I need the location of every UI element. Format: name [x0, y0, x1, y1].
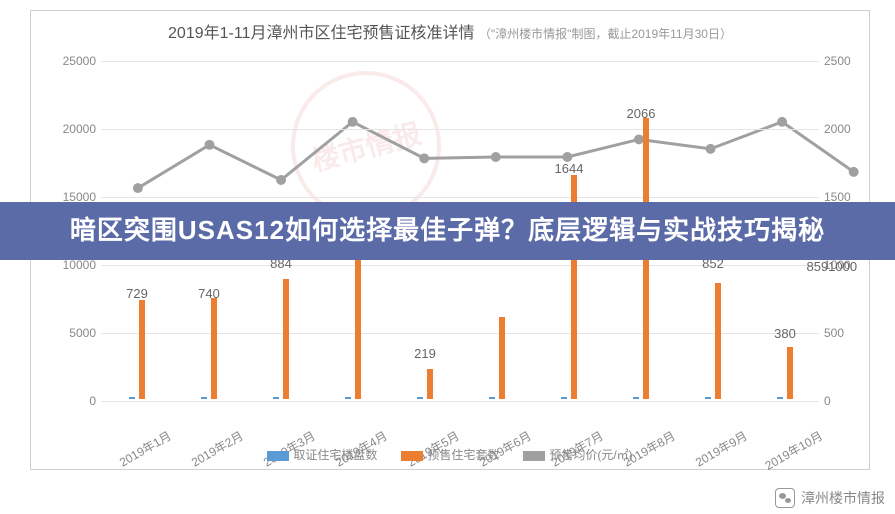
y-axis-right-label: 2500 — [824, 54, 864, 68]
legend: 取证住宅楼盘数 预售住宅套数 预售均价(元/㎡) — [31, 446, 869, 463]
bar-units — [499, 317, 505, 399]
y-axis-right-label: 0 — [824, 394, 864, 408]
y-axis-left-label: 10000 — [46, 258, 96, 272]
legend-item: 预售均价(元/㎡) — [523, 446, 632, 463]
gridline — [101, 61, 819, 62]
bar-units — [787, 347, 793, 399]
wechat-label: 漳州楼市情报 — [801, 488, 885, 508]
wechat-icon — [775, 488, 795, 508]
bar-buildings — [345, 397, 351, 399]
y-axis-left-label: 0 — [46, 394, 96, 408]
y-axis-right-label: 2000 — [824, 122, 864, 136]
legend-item: 预售住宅套数 — [401, 446, 499, 463]
bar-units — [211, 298, 217, 399]
gridline — [101, 129, 819, 130]
data-label: 380 — [774, 326, 796, 341]
chart-title: 2019年1-11月漳州市区住宅预售证核准详情 （"漳州楼市情报"制图，截止20… — [31, 11, 869, 45]
bar-buildings — [777, 397, 783, 399]
data-label: 740 — [198, 286, 220, 301]
bar-buildings — [705, 397, 711, 399]
overlay-banner: 暗区突围USAS12如何选择最佳子弹？底层逻辑与实战技巧揭秘 — [0, 202, 895, 260]
wechat-source: 漳州楼市情报 — [775, 488, 885, 508]
bar-buildings — [633, 397, 639, 399]
y-axis-left-label: 20000 — [46, 122, 96, 136]
data-label: 219 — [414, 346, 436, 361]
bar-buildings — [201, 397, 207, 399]
title-sub: （"漳州楼市情报"制图，截止2019年11月30日） — [479, 27, 732, 41]
bar-units — [283, 279, 289, 399]
legend-swatch — [267, 451, 289, 461]
legend-label: 预售住宅套数 — [427, 448, 499, 462]
bar-buildings — [129, 397, 135, 399]
bar-units — [139, 300, 145, 399]
overlay-text: 暗区突围USAS12如何选择最佳子弹？底层逻辑与实战技巧揭秘 — [70, 215, 825, 245]
bar-units — [715, 283, 721, 399]
y-axis-left-label: 25000 — [46, 54, 96, 68]
legend-item: 取证住宅楼盘数 — [267, 446, 377, 463]
legend-label: 预售均价(元/㎡) — [549, 448, 632, 462]
bar-buildings — [273, 397, 279, 399]
legend-swatch — [401, 451, 423, 461]
legend-label: 取证住宅楼盘数 — [293, 448, 377, 462]
bar-buildings — [489, 397, 495, 399]
data-label: 1644 — [555, 161, 584, 176]
gridline — [101, 197, 819, 198]
data-label: 729 — [126, 286, 148, 301]
gridline — [101, 333, 819, 334]
legend-swatch — [523, 451, 545, 461]
bar-buildings — [561, 397, 567, 399]
gridline — [101, 401, 819, 402]
data-label: 2066 — [627, 106, 656, 121]
bar-buildings — [417, 397, 423, 399]
bar-units — [427, 369, 433, 399]
data-label: 8591000 — [806, 259, 857, 274]
title-main: 2019年1-11月漳州市区住宅预售证核准详情 — [168, 25, 474, 42]
y-axis-right-label: 500 — [824, 326, 864, 340]
y-axis-left-label: 5000 — [46, 326, 96, 340]
